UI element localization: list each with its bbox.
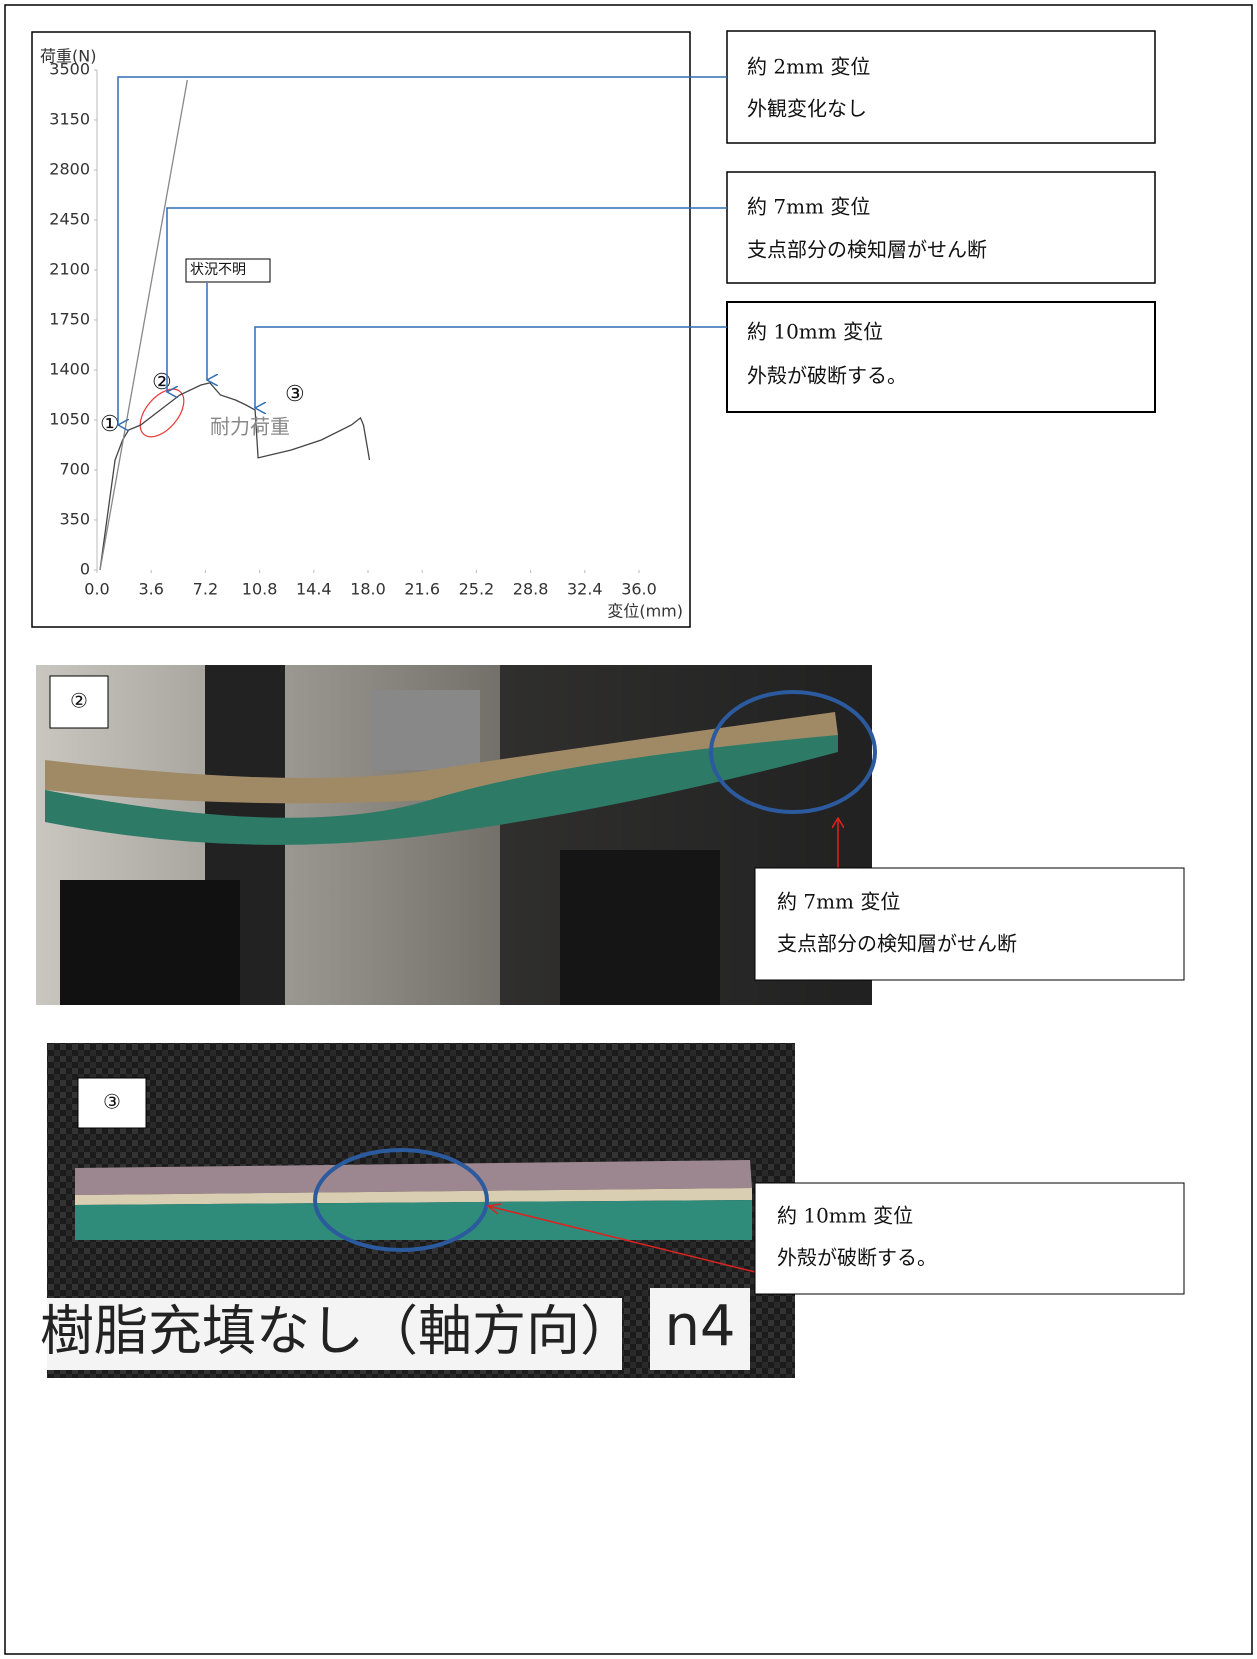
arrow xyxy=(255,326,727,408)
y-tick-label: 350 xyxy=(59,510,90,529)
x-tick-label: 36.0 xyxy=(621,580,657,599)
photo: 約 7mm 変位 支点部分の検知層がせん断 ② xyxy=(36,665,1185,1005)
photo-label-box xyxy=(49,675,109,729)
x-tick-label: 32.4 xyxy=(567,580,603,599)
y-tick-label: 1400 xyxy=(49,360,90,379)
x-tick-label: 25.2 xyxy=(459,580,495,599)
photo-label: ③ xyxy=(103,1090,121,1114)
y-axis-label: 荷重(N) xyxy=(40,47,96,66)
callout-box xyxy=(754,867,1185,981)
page-border xyxy=(4,4,1253,1655)
callout-text: 外殻が破断する。 xyxy=(777,1246,937,1270)
y-tick-label: 2800 xyxy=(49,160,90,179)
arrow xyxy=(167,207,727,392)
beam xyxy=(45,712,838,804)
x-axis-label: 変位(mm) xyxy=(607,602,683,621)
annotation-box xyxy=(185,258,271,283)
y-tick-label: 1750 xyxy=(49,310,90,329)
fixture xyxy=(370,690,480,770)
data-line xyxy=(99,382,371,571)
sign xyxy=(47,1298,622,1370)
annotation: 耐力荷重 xyxy=(210,415,290,439)
callout-box xyxy=(726,301,1156,413)
highlight-ellipse xyxy=(313,1148,489,1252)
photo-label: ② xyxy=(70,689,88,713)
x-tick-label: 14.4 xyxy=(296,580,332,599)
sign-text: 樹脂充填なし（軸方向） xyxy=(40,1300,634,1363)
callout-box xyxy=(726,171,1156,284)
annotation: ③ xyxy=(285,382,305,407)
callouts: 約 2mm 変位 外観変化なし 約 7mm 変位 支点部分の検知層がせん断 約 … xyxy=(118,30,1156,425)
callout-box xyxy=(754,1182,1185,1295)
y-tick-label: 0 xyxy=(80,560,90,579)
y-tick-label: 3500 xyxy=(49,60,90,79)
y-tick-label: 2450 xyxy=(49,210,90,229)
x-tick-label: 21.6 xyxy=(404,580,440,599)
arrow xyxy=(118,76,727,425)
callout-text: 支点部分の検知層がせん断 xyxy=(747,238,987,262)
x-tick-label: 7.2 xyxy=(193,580,218,599)
callout-text: 外観変化なし xyxy=(747,97,867,121)
callout-text: 約 10mm 変位 xyxy=(747,320,883,344)
callout-text: 約 7mm 変位 xyxy=(777,890,900,914)
annotation: 状況不明 xyxy=(190,262,246,278)
x-tick-label: 18.0 xyxy=(350,580,386,599)
annotation: ② xyxy=(152,370,172,395)
x-tick-label: 28.8 xyxy=(513,580,549,599)
callout-box xyxy=(726,30,1156,144)
beam xyxy=(75,1200,752,1240)
arrow-head xyxy=(486,1203,502,1215)
beam xyxy=(75,1188,752,1205)
callout-text: 約 10mm 変位 xyxy=(777,1204,913,1228)
callout-text: 支点部分の検知層がせん断 xyxy=(777,932,1017,956)
highlight-ellipse xyxy=(709,690,877,814)
x-tick-label: 0.0 xyxy=(84,580,109,599)
beam xyxy=(75,1160,752,1195)
annotation: ① xyxy=(100,412,120,437)
photo: 約 10mm 変位 外殻が破断する。 樹脂充填なし（軸方向） n4 ③ xyxy=(40,1043,1185,1378)
y-tick-label: 2100 xyxy=(49,260,90,279)
x-tick-label: 10.8 xyxy=(242,580,278,599)
y-tick-label: 3150 xyxy=(49,110,90,129)
photo-label-box xyxy=(77,1077,147,1129)
highlight-ellipse xyxy=(139,388,185,438)
y-tick-label: 700 xyxy=(59,460,90,479)
beam xyxy=(45,735,838,845)
callout-text: 約 2mm 変位 xyxy=(747,55,870,79)
x-tick-label: 3.6 xyxy=(138,580,163,599)
chart: 荷重(N) 変位(mm) 0 350 700 1050 1400 1750 2100 2450… xyxy=(31,31,691,628)
fixture xyxy=(60,880,240,1005)
callout-text: 外殻が破断する。 xyxy=(747,364,907,388)
sign xyxy=(650,1288,750,1370)
sign-id: n4 xyxy=(664,1294,735,1359)
y-tick-label: 1050 xyxy=(49,410,90,429)
arrow xyxy=(487,1205,756,1273)
chart-frame xyxy=(31,31,691,628)
fixture xyxy=(560,850,720,1005)
callout-text: 約 7mm 変位 xyxy=(747,195,870,219)
data-line xyxy=(99,79,188,571)
